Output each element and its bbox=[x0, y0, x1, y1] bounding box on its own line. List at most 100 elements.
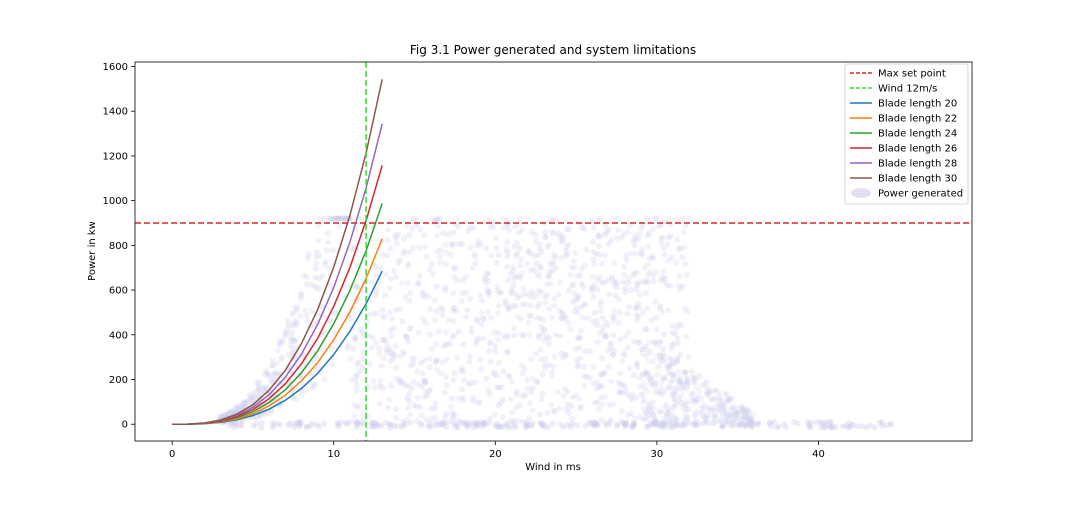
scatter-point bbox=[610, 332, 617, 339]
scatter-point bbox=[664, 384, 671, 391]
scatter-point bbox=[537, 315, 544, 322]
scatter-point bbox=[510, 303, 517, 309]
scatter-point bbox=[368, 344, 375, 351]
scatter-point bbox=[684, 415, 690, 421]
scatter-point bbox=[312, 274, 319, 281]
scatter-point bbox=[447, 418, 454, 425]
scatter-point bbox=[614, 235, 620, 242]
scatter-point bbox=[660, 375, 667, 381]
scatter-point bbox=[451, 274, 458, 281]
scatter-point bbox=[692, 422, 699, 429]
scatter-point bbox=[504, 253, 511, 260]
scatter-point bbox=[741, 415, 748, 421]
scatter-point bbox=[663, 364, 670, 371]
scatter-point bbox=[618, 234, 625, 241]
scatter-point bbox=[427, 306, 434, 313]
scatter-point bbox=[466, 295, 473, 302]
scatter-point bbox=[242, 404, 249, 411]
scatter-point bbox=[608, 378, 615, 385]
scatter-point bbox=[630, 422, 637, 429]
scatter-point bbox=[639, 350, 646, 357]
scatter-point bbox=[673, 325, 680, 332]
scatter-point bbox=[525, 247, 532, 254]
scatter-point bbox=[405, 261, 412, 268]
scatter-point bbox=[421, 293, 428, 300]
scatter-point bbox=[571, 264, 578, 271]
scatter-point bbox=[486, 340, 493, 347]
scatter-point bbox=[543, 281, 550, 288]
scatter-point bbox=[394, 422, 400, 429]
scatter-point bbox=[452, 266, 458, 272]
scatter-point bbox=[670, 404, 677, 411]
scatter-point bbox=[400, 250, 407, 257]
scatter-point bbox=[539, 422, 546, 429]
scatter-point bbox=[661, 279, 668, 285]
scatter-point bbox=[634, 364, 641, 371]
scatter-point bbox=[550, 230, 557, 237]
scatter-point bbox=[392, 415, 399, 421]
scatter-point bbox=[419, 422, 426, 429]
scatter-point bbox=[683, 398, 690, 405]
scatter-point bbox=[333, 215, 340, 222]
scatter-point bbox=[422, 243, 429, 250]
scatter-point bbox=[459, 290, 466, 297]
scatter-point bbox=[613, 284, 620, 291]
scatter-point bbox=[502, 332, 509, 339]
scatter-point bbox=[677, 286, 684, 293]
scatter-point bbox=[581, 382, 588, 389]
scatter-point bbox=[232, 404, 239, 411]
scatter-point bbox=[269, 362, 276, 369]
scatter-point bbox=[528, 294, 535, 301]
scatter-point bbox=[813, 419, 820, 426]
scatter-point bbox=[485, 420, 492, 426]
scatter-point bbox=[418, 412, 425, 419]
scatter-point bbox=[352, 337, 359, 343]
scatter-point bbox=[297, 419, 304, 426]
scatter-point bbox=[470, 395, 477, 401]
scatter-point bbox=[448, 251, 455, 258]
scatter-point bbox=[622, 423, 628, 430]
scatter-point bbox=[866, 422, 873, 429]
scatter-point bbox=[668, 356, 675, 363]
scatter-point bbox=[645, 375, 652, 382]
plot-frame bbox=[134, 61, 973, 442]
scatter-point bbox=[740, 421, 747, 428]
scatter-point bbox=[403, 334, 410, 341]
scatter-point bbox=[668, 345, 675, 352]
scatter-point bbox=[484, 217, 491, 224]
scatter-point bbox=[644, 279, 651, 286]
scatter-point bbox=[533, 270, 540, 277]
scatter-point bbox=[321, 215, 327, 222]
scatter-point bbox=[503, 264, 510, 270]
scatter-point bbox=[238, 419, 245, 426]
scatter-point bbox=[619, 420, 626, 426]
scatter-point bbox=[324, 230, 331, 237]
scatter-point bbox=[666, 422, 673, 429]
scatter-point bbox=[594, 399, 601, 406]
scatter-point bbox=[516, 229, 523, 236]
scatter-point bbox=[487, 415, 493, 422]
scatter-point bbox=[387, 327, 394, 334]
scatter-point bbox=[465, 228, 472, 235]
scatter-point bbox=[589, 285, 596, 292]
scatter-point bbox=[516, 215, 523, 222]
scatter-point bbox=[656, 390, 663, 397]
scatter-point bbox=[746, 421, 753, 428]
scatter-point bbox=[520, 285, 527, 292]
scatter-point bbox=[634, 269, 641, 276]
scatter-point bbox=[731, 418, 738, 425]
scatter-point bbox=[537, 246, 544, 253]
scatter-point bbox=[308, 421, 315, 428]
scatter-point bbox=[617, 389, 624, 395]
scatter-point bbox=[671, 372, 678, 378]
scatter-point bbox=[594, 322, 601, 329]
scatter-point bbox=[738, 403, 745, 410]
scatter-point bbox=[407, 411, 413, 418]
scatter-point bbox=[549, 369, 556, 375]
scatter-point bbox=[292, 304, 299, 311]
scatter-point bbox=[460, 394, 466, 401]
scatter-point bbox=[739, 408, 746, 415]
scatter-point bbox=[665, 363, 672, 370]
scatter-point bbox=[840, 423, 846, 430]
series-line-6 bbox=[172, 79, 383, 425]
